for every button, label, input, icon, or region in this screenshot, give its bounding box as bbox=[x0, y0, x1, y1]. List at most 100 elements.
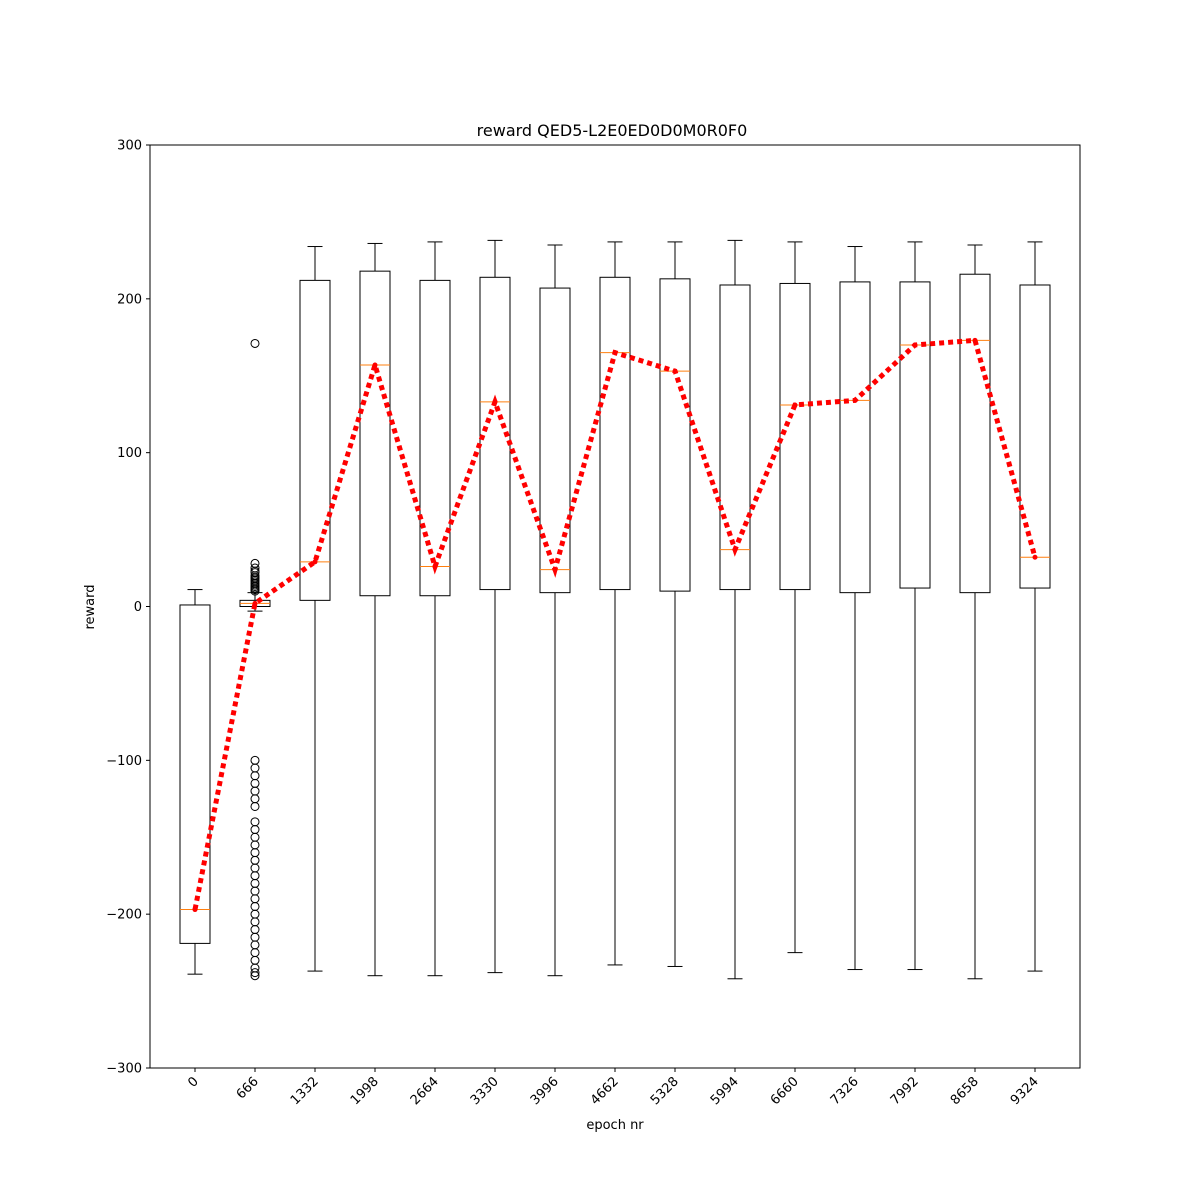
box-body bbox=[1019, 284, 1051, 589]
box-body bbox=[899, 281, 931, 589]
plot-frame bbox=[149, 144, 1081, 1069]
x-tick-label: 1332 bbox=[288, 1074, 322, 1108]
box-4662 bbox=[599, 241, 631, 966]
outlier-point bbox=[250, 801, 260, 811]
outlier-point bbox=[250, 863, 260, 873]
x-tick-label: 2664 bbox=[408, 1074, 442, 1108]
x-tick-label: 3996 bbox=[528, 1074, 562, 1108]
outlier-point bbox=[250, 586, 260, 596]
trend-point bbox=[912, 342, 918, 348]
box-body bbox=[779, 282, 811, 591]
x-tick-label: 9324 bbox=[1008, 1074, 1042, 1108]
box-3330 bbox=[479, 239, 511, 974]
trend-point bbox=[192, 907, 198, 913]
box-5328 bbox=[659, 241, 691, 967]
x-tick-label: 3330 bbox=[468, 1074, 502, 1108]
x-tick-label: 1998 bbox=[348, 1074, 382, 1108]
outlier-point bbox=[250, 971, 260, 981]
box-body bbox=[539, 287, 571, 594]
outlier-point bbox=[250, 786, 260, 796]
outlier-point bbox=[250, 955, 260, 965]
outlier-point bbox=[250, 917, 260, 927]
box-body bbox=[359, 270, 391, 597]
outlier-point bbox=[250, 825, 260, 835]
box-9324 bbox=[1019, 241, 1051, 972]
outlier-point bbox=[250, 817, 260, 827]
box-body bbox=[179, 604, 211, 944]
x-tick-label: 6660 bbox=[768, 1074, 802, 1108]
y-tick-label: 0 bbox=[134, 600, 142, 615]
trend-point bbox=[792, 402, 798, 408]
outlier-point bbox=[250, 855, 260, 865]
trend-point bbox=[372, 362, 378, 368]
trend-point bbox=[612, 350, 618, 356]
x-tick-label: 666 bbox=[234, 1074, 262, 1102]
y-axis-ticks: −300 −200 −100 0 100 200 300 bbox=[106, 139, 150, 1077]
trend-point bbox=[552, 567, 558, 573]
outlier-point bbox=[250, 901, 260, 911]
box-8658 bbox=[959, 244, 991, 980]
x-tick-label: 0 bbox=[185, 1074, 201, 1090]
y-tick-label: −100 bbox=[106, 754, 142, 769]
outlier-point bbox=[250, 794, 260, 804]
trend-point bbox=[672, 368, 678, 374]
outlier-point bbox=[250, 778, 260, 788]
box-body bbox=[839, 281, 871, 594]
box-body bbox=[299, 279, 331, 601]
y-tick-label: 200 bbox=[117, 292, 142, 307]
x-tick-label: 7992 bbox=[888, 1074, 922, 1108]
outlier-point bbox=[250, 940, 260, 950]
trend-point bbox=[852, 397, 858, 403]
trend-point bbox=[1032, 554, 1038, 560]
box-body bbox=[419, 279, 451, 597]
outlier-point bbox=[250, 948, 260, 958]
outlier-point bbox=[250, 840, 260, 850]
median-trend bbox=[192, 337, 1038, 913]
trend-point bbox=[312, 559, 318, 565]
box-2664 bbox=[419, 241, 451, 977]
x-tick-label: 5994 bbox=[708, 1074, 742, 1108]
outlier-point bbox=[250, 763, 260, 773]
trend-point bbox=[252, 600, 258, 606]
x-tick-label: 8658 bbox=[948, 1074, 982, 1108]
outlier-point bbox=[250, 968, 260, 978]
y-axis-label: reward bbox=[83, 584, 98, 629]
box-3996 bbox=[539, 244, 571, 977]
outlier-point bbox=[250, 909, 260, 919]
outlier-point bbox=[250, 932, 260, 942]
y-tick-label: 100 bbox=[117, 446, 142, 461]
trend-point bbox=[732, 547, 738, 553]
box-5994 bbox=[719, 239, 751, 980]
box-body bbox=[959, 273, 991, 594]
box-0 bbox=[179, 589, 211, 975]
outlier-point bbox=[250, 894, 260, 904]
x-tick-label: 7326 bbox=[828, 1074, 862, 1108]
outliers bbox=[250, 338, 260, 981]
y-tick-label: 300 bbox=[117, 139, 142, 154]
box-body bbox=[479, 276, 511, 591]
box-body bbox=[599, 276, 631, 591]
x-axis-ticks: 0 666 1332 1998 2664 3330 3996 4662 5328 5994 6660… bbox=[185, 1068, 1042, 1108]
outlier-point bbox=[250, 771, 260, 781]
outlier-point bbox=[250, 925, 260, 935]
trend-point bbox=[432, 564, 438, 570]
box-7992 bbox=[899, 241, 931, 971]
x-tick-label: 5328 bbox=[648, 1074, 682, 1108]
box-body bbox=[719, 284, 751, 591]
box-body bbox=[659, 278, 691, 592]
outlier-point bbox=[250, 886, 260, 896]
outlier-point bbox=[250, 832, 260, 842]
trend-point bbox=[972, 337, 978, 343]
x-axis-label: epoch nr bbox=[586, 1118, 644, 1133]
box-1998 bbox=[359, 242, 391, 977]
outlier-point bbox=[250, 338, 260, 348]
box-6660 bbox=[779, 241, 811, 954]
x-tick-label: 4662 bbox=[588, 1074, 622, 1108]
boxes bbox=[179, 239, 1051, 980]
box-7326 bbox=[839, 246, 871, 971]
outlier-point bbox=[250, 871, 260, 881]
y-tick-label: −300 bbox=[106, 1062, 142, 1077]
chart-title: reward QED5-L2E0ED0D0M0R0F0 bbox=[477, 121, 748, 140]
outlier-point bbox=[250, 963, 260, 973]
